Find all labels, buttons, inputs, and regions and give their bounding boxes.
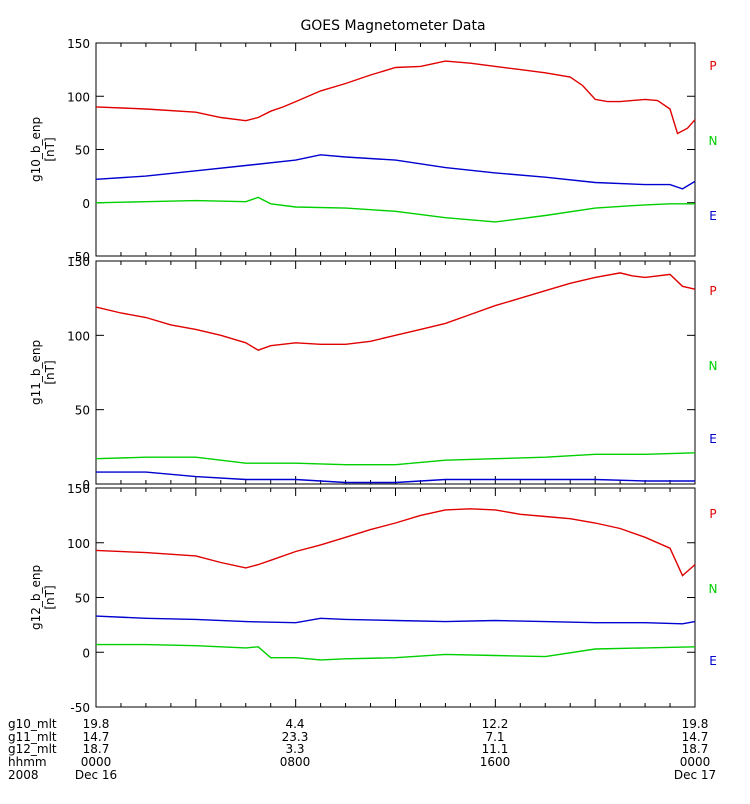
axis-row-value: 3.3 — [285, 742, 304, 756]
axis-row-value: 14.7 — [682, 730, 709, 744]
series-line-n — [96, 643, 696, 661]
y-tick-label: 0 — [82, 478, 90, 492]
axis-row-label: g10_mlt — [8, 717, 57, 731]
y-axis-label: g10_b_enp — [29, 117, 43, 182]
axis-row-label: g11_mlt — [8, 730, 57, 744]
axis-row-4: hhmm 0000 0800 1600 0000 — [8, 755, 710, 769]
series-line-p — [95, 60, 696, 135]
y-axis-label: g11_b_enp — [29, 340, 43, 405]
axis-row-value: 0000 — [680, 755, 711, 769]
series-line-e — [95, 615, 696, 625]
series-line-n — [95, 452, 696, 466]
axis-row-value: 18.7 — [83, 742, 110, 756]
y-tick-label: 50 — [75, 404, 90, 418]
y-tick-label: 50 — [75, 144, 90, 158]
axis-row-label: 2008 — [8, 768, 39, 782]
y-tick-label: 100 — [67, 329, 90, 343]
axis-row-value: 11.1 — [482, 742, 509, 756]
y-tick-label: 0 — [82, 197, 90, 211]
y-axis-label: g12_b_enp — [29, 565, 43, 630]
chart-title: GOES Magnetometer Data — [300, 18, 485, 34]
legend-label-e: E — [709, 432, 717, 446]
legend-label-n: N — [709, 582, 718, 596]
axis-row-value: 14.7 — [83, 730, 110, 744]
plot-frame — [95, 42, 696, 257]
axis-row-value: 19.8 — [682, 717, 709, 731]
axis-row-value: 23.3 — [282, 730, 309, 744]
y-tick-label: 100 — [67, 537, 90, 551]
y-tick-label: 50 — [75, 592, 90, 606]
axis-row-value: 0800 — [280, 755, 311, 769]
axis-row-value: Dec 16 — [75, 768, 117, 782]
y-tick-label: 0 — [82, 646, 90, 660]
axis-row-value: 4.4 — [285, 717, 304, 731]
legend-label-e: E — [709, 209, 717, 223]
y-tick-label: -50 — [70, 701, 90, 715]
y-tick-label: 150 — [67, 482, 90, 496]
panel-3: -50 0 50 100 150 g12_b_enp [nT] P N E — [29, 482, 717, 715]
axis-row-value: 0000 — [81, 755, 112, 769]
axis-row-value: 18.7 — [682, 742, 709, 756]
panel-1: -50 0 50 100 150 g10_b_enp [nT] P N E — [29, 37, 717, 264]
y-tick-label: -50 — [70, 250, 90, 264]
panel-2: 0 50 100 150 g11_b_enp [nT] P N E — [29, 255, 717, 492]
legend-label-n: N — [709, 359, 718, 373]
series-line-n — [95, 196, 695, 223]
axis-row-value: 12.2 — [482, 717, 509, 731]
y-axis-unit: [nT] — [43, 137, 57, 161]
legend-label-p: P — [709, 507, 716, 521]
legend-label-n: N — [709, 134, 718, 148]
y-tick-label: 150 — [67, 255, 90, 269]
axis-row-value: 19.8 — [83, 717, 110, 731]
axis-row-2: g11_mlt 14.7 23.3 7.1 14.7 — [8, 730, 708, 744]
axis-row-3: g12_mlt 18.7 3.3 11.1 18.7 — [8, 742, 708, 756]
axis-row-5: 2008 Dec 16 Dec 17 — [8, 768, 716, 782]
y-axis-unit: [nT] — [43, 585, 57, 609]
axis-row-1: g10_mlt 19.8 4.4 12.2 19.8 — [8, 717, 708, 731]
series-line-e — [95, 154, 696, 190]
axis-row-label: g12_mlt — [8, 742, 57, 756]
legend-label-p: P — [709, 284, 716, 298]
axis-row-label: hhmm — [8, 755, 47, 769]
series-line-e — [96, 471, 695, 484]
axis-row-value: 7.1 — [485, 730, 504, 744]
plot-frame — [95, 260, 696, 485]
axis-row-value: 1600 — [480, 755, 511, 769]
legend-label-p: P — [709, 59, 716, 73]
series-line-p — [95, 508, 696, 577]
legend-label-e: E — [709, 654, 717, 668]
y-axis-unit: [nT] — [43, 360, 57, 384]
y-tick-label: 100 — [67, 90, 90, 104]
plot-frame — [95, 487, 696, 708]
axis-row-value: Dec 17 — [674, 768, 716, 782]
y-tick-label: 150 — [67, 37, 90, 51]
series-line-p — [95, 272, 696, 351]
